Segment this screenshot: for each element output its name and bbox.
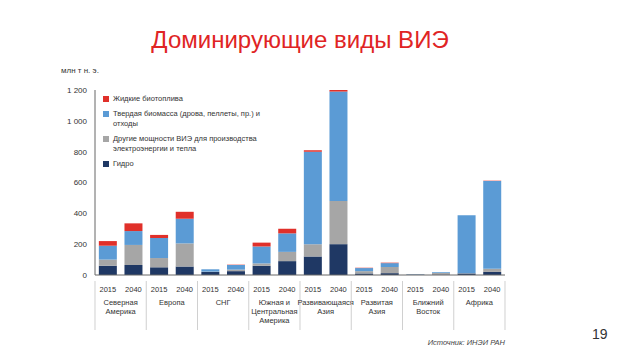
svg-text:Европа: Европа (159, 298, 185, 307)
svg-text:1 200: 1 200 (67, 86, 88, 95)
svg-text:2040: 2040 (330, 285, 347, 294)
svg-text:0: 0 (83, 271, 88, 280)
svg-text:Африка: Африка (466, 298, 494, 307)
html-text:Жидкие биотоплива: Жидкие биотоплива (113, 94, 183, 103)
svg-text:2015: 2015 (356, 285, 373, 294)
svg-text:2040: 2040 (125, 285, 142, 294)
svg-text:Южная иЦентральнаяАмерика: Южная иЦентральнаяАмерика (251, 298, 297, 325)
html-text:Твердая биомасса (дрова, пелле: Твердая биомасса (дрова, пеллеты, пр.) и… (113, 109, 260, 128)
svg-text:2015: 2015 (99, 285, 116, 294)
html-text:Доминирующие виды ВИЭ: Доминирующие виды ВИЭ (151, 26, 449, 53)
svg-text:2040: 2040 (176, 285, 193, 294)
svg-text:800: 800 (74, 148, 88, 157)
html-text:19: 19 (592, 326, 608, 342)
svg-text:2015: 2015 (151, 285, 168, 294)
svg-text:2015: 2015 (202, 285, 219, 294)
html-text:Другие мощности ВИЭ для произв: Другие мощности ВИЭ для производства эле… (113, 134, 257, 153)
svg-text:600: 600 (74, 178, 88, 187)
html-text:Источник: ИНЭИ РАН: Источник: ИНЭИ РАН (427, 338, 505, 347)
html-text:Гидро: Гидро (113, 159, 134, 168)
svg-text:СНГ: СНГ (216, 298, 231, 307)
svg-text:2040: 2040 (279, 285, 296, 294)
svg-text:2015: 2015 (407, 285, 424, 294)
svg-text:200: 200 (74, 240, 88, 249)
svg-text:2040: 2040 (484, 285, 501, 294)
svg-text:СевернаяАмерика: СевернаяАмерика (104, 298, 138, 316)
svg-text:РазвитаяАзия: РазвитаяАзия (361, 298, 393, 316)
svg-text:2015: 2015 (253, 285, 270, 294)
html-text:млн т н. э.: млн т н. э. (61, 66, 99, 75)
svg-text:БлижнийВосток: БлижнийВосток (413, 298, 444, 316)
svg-text:1 000: 1 000 (67, 117, 88, 126)
svg-text:2015: 2015 (304, 285, 321, 294)
svg-text:2040: 2040 (433, 285, 450, 294)
svg-text:400: 400 (74, 209, 88, 218)
svg-text:2015: 2015 (458, 285, 475, 294)
svg-text:2040: 2040 (381, 285, 398, 294)
svg-text:РазвивающаясяАзия: РазвивающаясяАзия (297, 298, 353, 316)
svg-text:2040: 2040 (228, 285, 245, 294)
